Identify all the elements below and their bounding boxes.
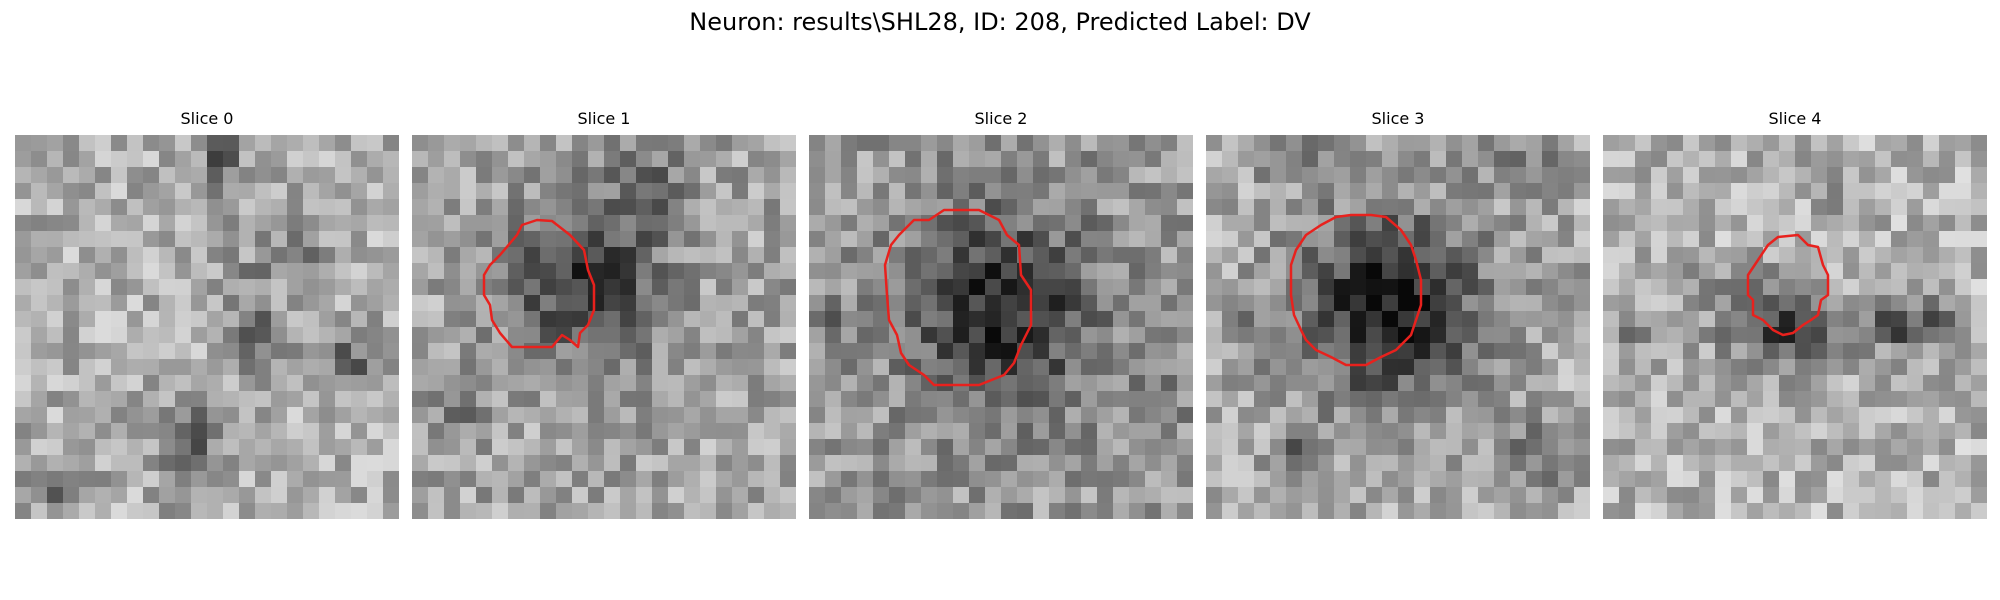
neuron-contour xyxy=(883,208,1033,387)
slice-image-1 xyxy=(412,135,796,519)
neuron-contour xyxy=(482,218,596,349)
slice-title: Slice 4 xyxy=(1768,109,1822,128)
slice-image-0 xyxy=(15,135,399,519)
neuron-contour xyxy=(1746,233,1830,337)
slice-title: Slice 0 xyxy=(180,109,234,128)
slice-title: Slice 2 xyxy=(974,109,1028,128)
slice-title: Slice 1 xyxy=(577,109,631,128)
slice-title: Slice 3 xyxy=(1371,109,1425,128)
neuron-contour xyxy=(1289,213,1423,367)
slice-image-2 xyxy=(809,135,1193,519)
figure-title: Neuron: results\SHL28, ID: 208, Predicte… xyxy=(689,8,1311,36)
slice-image-3 xyxy=(1206,135,1590,519)
slice-image-4 xyxy=(1603,135,1987,519)
